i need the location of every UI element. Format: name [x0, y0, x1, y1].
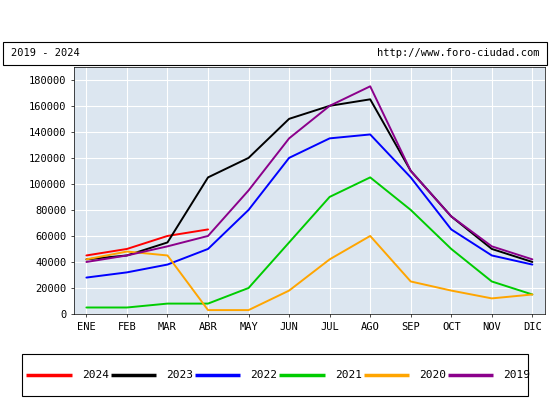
- Text: Evolucion Nº Turistas Extranjeros en el municipio de Marbella: Evolucion Nº Turistas Extranjeros en el …: [31, 14, 519, 28]
- FancyBboxPatch shape: [22, 354, 528, 396]
- Text: 2024: 2024: [82, 370, 109, 380]
- Text: 2021: 2021: [335, 370, 362, 380]
- Text: 2023: 2023: [166, 370, 193, 380]
- Text: http://www.foro-ciudad.com: http://www.foro-ciudad.com: [377, 48, 539, 58]
- Text: 2019 - 2024: 2019 - 2024: [11, 48, 80, 58]
- FancyBboxPatch shape: [3, 42, 547, 65]
- Text: 2020: 2020: [419, 370, 446, 380]
- Text: 2022: 2022: [251, 370, 278, 380]
- Text: 2019: 2019: [504, 370, 531, 380]
